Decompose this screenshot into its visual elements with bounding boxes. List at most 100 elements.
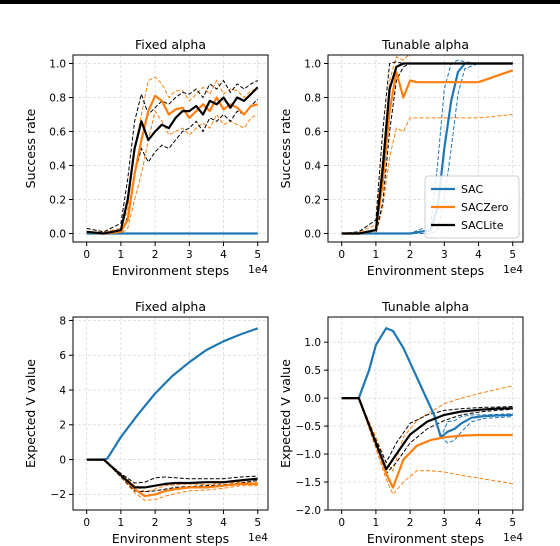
y-tick-label: 1.0 [304, 337, 321, 349]
legend: SAC SACZero SACLite [424, 175, 520, 239]
chart-title: Tunable alpha [381, 299, 469, 314]
x-tick-label: 1 [118, 249, 125, 261]
x-axis-label: Environment steps [367, 263, 484, 278]
legend-label-SACLite: SACLite [461, 219, 504, 232]
y-tick-label: 1.0 [49, 58, 66, 70]
y-tick-label: 0.0 [304, 393, 321, 405]
x-axis-multiplier: 1e4 [503, 264, 523, 276]
y-tick-label: 0.4 [49, 160, 66, 172]
y-tick-label: 0.6 [304, 126, 321, 138]
x-axis-label: Environment steps [112, 531, 229, 546]
series-SAC-line [341, 327, 513, 439]
x-tick-label: 2 [407, 517, 414, 529]
x-tick-label: 0 [338, 517, 345, 529]
x-tick-label: 3 [186, 249, 193, 261]
series-SACZero-lower-bound [86, 109, 258, 234]
series-SACLite-lower-bound [86, 98, 259, 234]
y-tick-label: 6 [59, 350, 66, 362]
x-tick-label: 3 [441, 249, 448, 261]
y-tick-label: −1.0 [296, 449, 322, 461]
series-SACLite-lower-bound [341, 397, 513, 475]
y-tick-label: 0.2 [304, 194, 321, 206]
plot-area [86, 327, 259, 501]
series-SACZero-upper-bound [86, 76, 258, 233]
series-SACZero-lower-bound [86, 459, 258, 501]
plot-area [86, 76, 259, 235]
series-SAC-line [86, 327, 259, 461]
y-tick-label: 8 [59, 315, 66, 327]
legend-label-SACZero: SACZero [461, 201, 509, 214]
chart-panel-1: 0 1 2 3 4 5 0.0 0.2 0.4 0.6 0.8 1.0 Fixed alpha Envir… [23, 37, 269, 278]
axes-frame [327, 316, 524, 511]
y-tick-label: 2 [59, 420, 66, 432]
x-tick-label: 4 [220, 517, 227, 529]
series-SACLite-lower-bound [341, 63, 513, 234]
y-tick-label: 0.2 [49, 194, 66, 206]
series-SACLite-upper-bound [86, 459, 258, 484]
x-tick-label: 5 [509, 249, 516, 261]
y-tick-label: 0.8 [49, 92, 66, 104]
top-border [0, 0, 560, 4]
series-SACZero-line [86, 94, 258, 235]
y-axis-label: Success rate [23, 108, 38, 188]
y-tick-label: 0.5 [304, 365, 321, 377]
y-tick-label: −2.0 [296, 505, 322, 517]
plot-area [341, 327, 513, 496]
x-tick-label: 4 [220, 249, 227, 261]
x-tick-label: 1 [118, 517, 125, 529]
x-tick-label: 3 [186, 517, 193, 529]
chart-panel-3: 0 1 2 3 4 5 −2 0 2 4 6 8 Fixed alpha Environment step… [23, 299, 269, 546]
x-tick-label: 0 [83, 517, 90, 529]
legend-label-SAC: SAC [461, 183, 484, 196]
chart-panel-2: 0 1 2 3 4 5 0.0 0.2 0.4 0.6 0.8 1.0 Tunable alpha Env… [278, 37, 524, 278]
series-SACLite-upper-bound [341, 397, 513, 464]
y-tick-label: 0.0 [49, 228, 66, 240]
x-tick-label: 5 [254, 517, 261, 529]
y-tick-label: 4 [59, 385, 66, 397]
y-tick-label: −0.5 [296, 421, 322, 433]
chart-title: Tunable alpha [381, 37, 469, 52]
x-tick-label: 2 [152, 249, 159, 261]
series-SACLite-line [341, 62, 513, 235]
y-axis-label: Expected V value [278, 359, 293, 468]
series-SACLite-line [86, 86, 259, 235]
y-tick-label: 0.4 [304, 160, 321, 172]
y-tick-label: 0.0 [304, 228, 321, 240]
x-tick-label: 5 [254, 249, 261, 261]
x-tick-label: 1 [373, 249, 380, 261]
x-tick-label: 1 [373, 517, 380, 529]
x-tick-label: 4 [475, 249, 482, 261]
series-SACZero-upper-bound [341, 55, 410, 234]
x-tick-label: 5 [509, 517, 516, 529]
series-SAC-lower-bound [341, 327, 513, 444]
y-axis-label: Success rate [278, 108, 293, 188]
y-tick-label: −2 [51, 489, 66, 501]
y-tick-label: 0 [59, 454, 66, 466]
series-SACZero-lower-bound [341, 397, 513, 496]
series-SACZero-line [341, 397, 513, 489]
x-tick-label: 2 [152, 517, 159, 529]
series-SACLite-upper-bound [86, 79, 258, 233]
y-tick-label: 0.6 [49, 126, 66, 138]
y-tick-label: −1.5 [296, 477, 322, 489]
x-tick-label: 0 [83, 249, 90, 261]
axes-frame [72, 316, 269, 511]
axes-frame [327, 54, 524, 243]
legend-box [424, 175, 520, 239]
chart-title: Fixed alpha [135, 299, 206, 314]
x-tick-label: 4 [475, 517, 482, 529]
chart-panel-4: 0 1 2 3 4 5 −2.0 −1.5 −1.0 −0.5 0.0 0.5 1.0 Tunable a… [278, 299, 524, 546]
x-axis-multiplier: 1e4 [503, 532, 523, 544]
series-SACZero-lower-bound [341, 114, 513, 234]
x-tick-label: 2 [407, 249, 414, 261]
x-axis-multiplier: 1e4 [248, 264, 268, 276]
x-tick-label: 0 [338, 249, 345, 261]
x-axis-label: Environment steps [367, 531, 484, 546]
y-tick-label: 1.0 [304, 58, 321, 70]
series-SACLite-line [86, 458, 258, 489]
y-axis-label: Expected V value [23, 359, 38, 468]
series-SACZero-line [86, 458, 258, 498]
y-tick-label: 0.8 [304, 92, 321, 104]
series-SACLite-line [341, 397, 513, 471]
